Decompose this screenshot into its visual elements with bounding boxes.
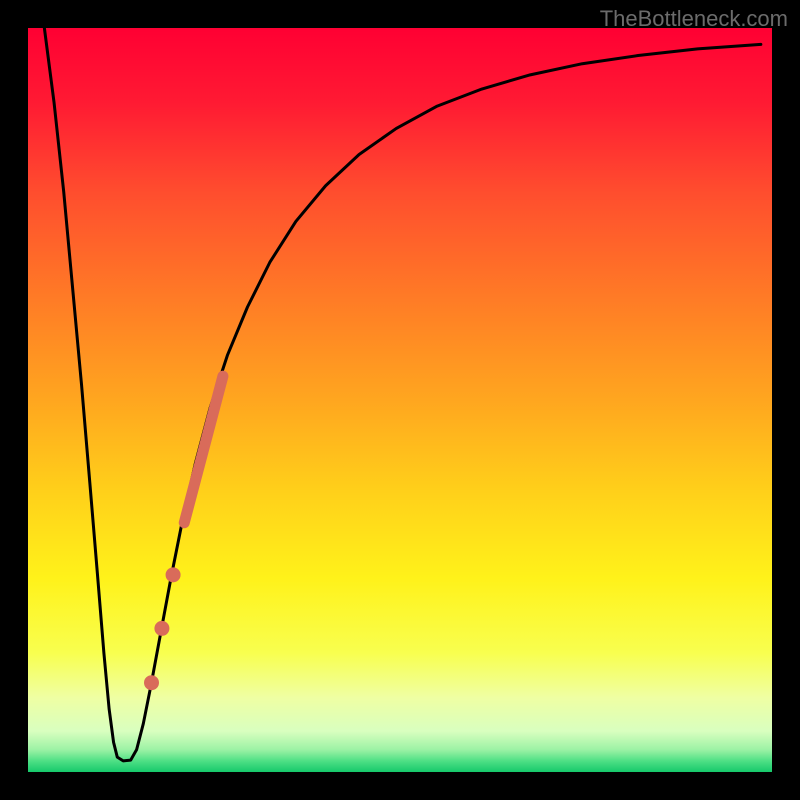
highlight-dot (154, 621, 169, 636)
plot-background (28, 28, 772, 772)
highlight-dot (166, 567, 181, 582)
highlight-dot (144, 675, 159, 690)
watermark-text: TheBottleneck.com (600, 6, 788, 32)
plot-svg (0, 0, 800, 800)
frame: TheBottleneck.com (0, 0, 800, 800)
